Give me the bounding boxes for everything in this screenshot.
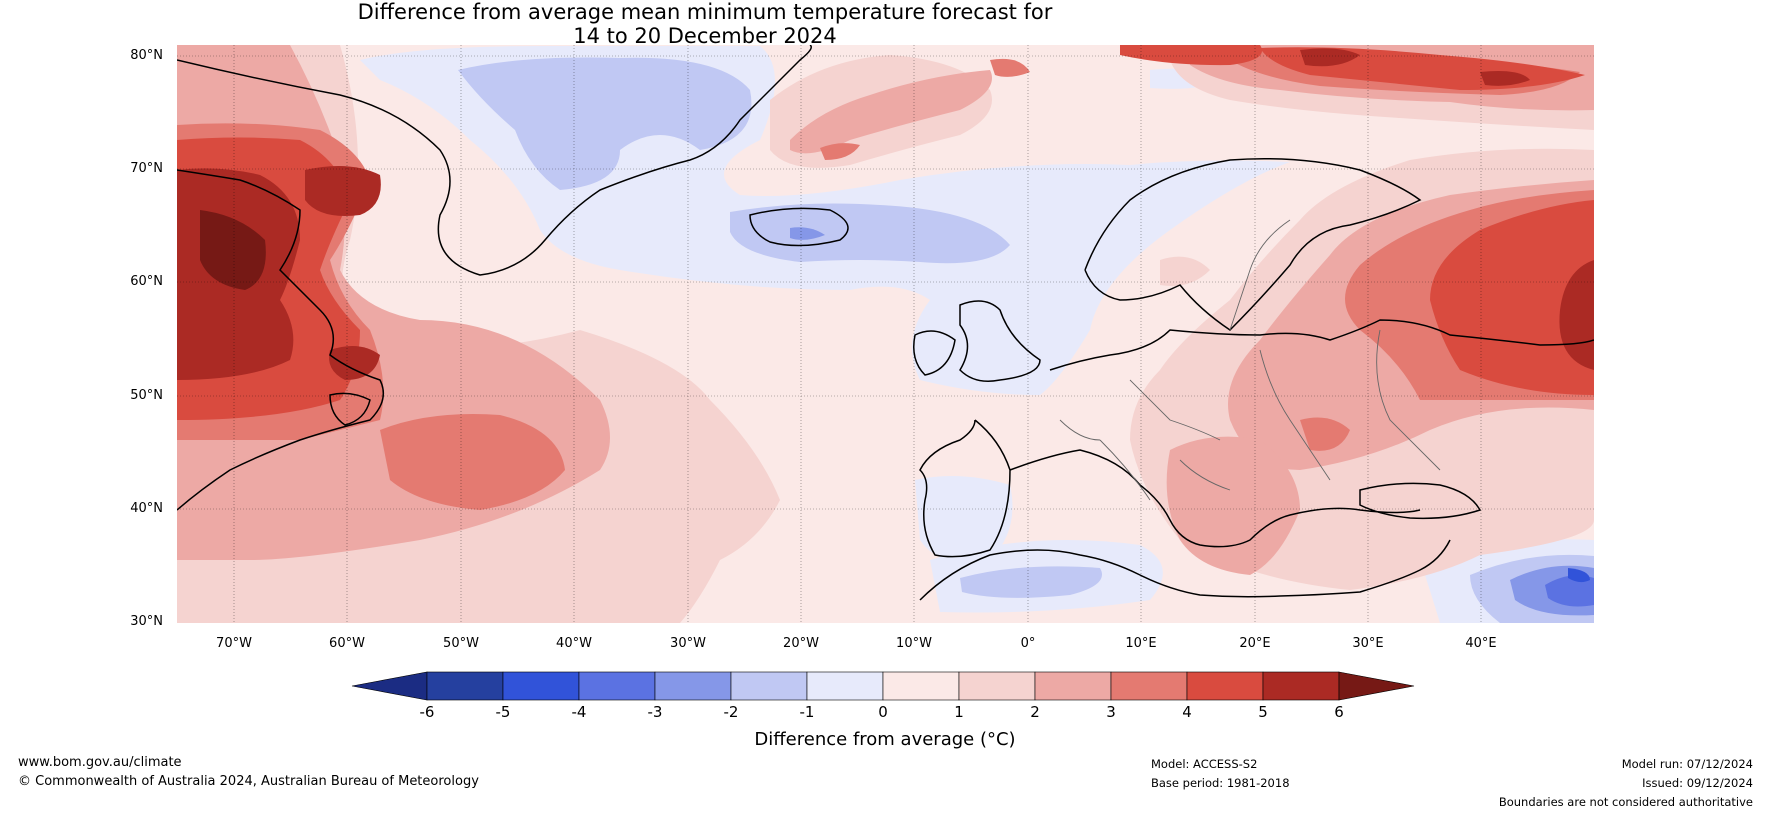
warm-anomaly-balkans [1166, 436, 1300, 575]
coldest-anomaly-middle-east [1545, 575, 1594, 607]
very-hot-anomaly-davis [305, 166, 381, 216]
colorbar [351, 671, 1415, 701]
lon-label: 30°W [670, 636, 706, 651]
colorbar-tick-label: 2 [1030, 703, 1040, 721]
hot-anomaly-russia [1430, 200, 1594, 395]
colorbar-tick-label: 1 [954, 703, 964, 721]
footer-model: Model: ACCESS-S2 [1151, 757, 1258, 771]
footer-disclaimer: Boundaries are not considered authoritat… [1498, 795, 1753, 809]
coastline-ireland [913, 330, 956, 376]
cold-anomaly-iceland [730, 203, 1010, 264]
title-line-1: Difference from average mean minimum tem… [357, 0, 1053, 24]
coastlines [177, 45, 1594, 601]
colorbar-tick-label: 0 [878, 703, 888, 721]
warm-anomaly-carpathians [1300, 417, 1350, 451]
warm-anomaly-jan-mayen [790, 70, 992, 154]
warm-anomaly-mid-atlantic [380, 414, 565, 510]
colorbar-segment [502, 671, 580, 701]
cold-anomaly-north-africa [960, 566, 1102, 598]
map-title: Difference from average mean minimum tem… [0, 0, 1410, 48]
lat-label: 30°N [130, 614, 163, 629]
coastline-black-sea [1359, 482, 1482, 520]
colorbar-tick-label: -6 [419, 703, 435, 721]
lon-label: 10°W [896, 636, 932, 651]
colorbar-label: Difference from average (°C) [754, 729, 1016, 750]
lat-label: 70°N [130, 161, 163, 176]
cold-anomaly-greenland-sea [458, 57, 752, 190]
very-hot-anomaly-barents [1300, 48, 1360, 67]
lat-label: 80°N [130, 48, 163, 63]
colorbar-segment [578, 671, 656, 701]
lon-label: 30°E [1352, 636, 1384, 651]
coastline-europe [1049, 319, 1594, 371]
colorbar-segment [806, 671, 884, 701]
lon-label: 40°E [1465, 636, 1497, 651]
colorbar-tick-label: -3 [647, 703, 663, 721]
lat-label: 40°N [130, 501, 163, 516]
footer-url: www.bom.gov.au/climate [18, 755, 182, 770]
coastline-africa [919, 539, 1451, 601]
coastline-baffin [177, 169, 385, 511]
lon-label: 10°E [1125, 636, 1157, 651]
colorbar-segment [1186, 671, 1264, 701]
coastline-iberia [919, 419, 1011, 558]
title-line-2: 14 to 20 December 2024 [573, 24, 837, 48]
colorbar-segment [958, 671, 1036, 701]
colorbar-tick-label: 4 [1182, 703, 1192, 721]
colorbar-extend-over [1338, 671, 1415, 701]
forecast-map [177, 45, 1594, 623]
lat-label: 60°N [130, 274, 163, 289]
warm-anomaly-scandinavia [1160, 256, 1210, 286]
country-borders [1059, 219, 1441, 501]
cool-anomaly-iberia [915, 476, 1013, 563]
colorbar-tick-label: -4 [571, 703, 587, 721]
colorbar-segment [426, 671, 504, 701]
colorbar-segment [882, 671, 960, 701]
colorbar-segment [654, 671, 732, 701]
footer-model-run: Model run: 07/12/2024 [1621, 757, 1753, 771]
warm-anomaly-greenland-spot [820, 143, 860, 160]
coastline-scandinavia [1084, 158, 1422, 331]
colorbar-segment [1110, 671, 1188, 701]
colorbar-segment [1034, 671, 1112, 701]
lat-label: 50°N [130, 388, 163, 403]
coastline-greenland [177, 45, 812, 276]
lon-label: 0° [1020, 636, 1036, 651]
graticule [177, 45, 1594, 623]
coastline-newfoundland [329, 392, 371, 426]
lon-label: 20°E [1239, 636, 1271, 651]
colorbar-extend-under [351, 671, 428, 701]
colder-anomaly-iceland [790, 227, 825, 240]
very-hot-anomaly-barents-2 [1480, 71, 1530, 86]
extreme-hot-anomaly-baffin [200, 210, 266, 290]
colorbar-tick-label: 3 [1106, 703, 1116, 721]
colorbar-tick-label: -2 [723, 703, 739, 721]
colorbar-tick-label: 6 [1334, 703, 1344, 721]
hot-anomaly-svalbard-n [1120, 45, 1262, 66]
coastline-britain [959, 300, 1041, 382]
colorbar-tick-label: 5 [1258, 703, 1268, 721]
warm-anomaly-greenland-spot-2 [990, 58, 1030, 77]
lon-label: 70°W [216, 636, 252, 651]
colorbar-tick-label: -5 [495, 703, 511, 721]
lon-label: 40°W [556, 636, 592, 651]
lon-label: 20°W [783, 636, 819, 651]
footer-base-period: Base period: 1981-2018 [1151, 776, 1290, 790]
very-hot-anomaly-labrador [329, 346, 380, 380]
footer-issued: Issued: 09/12/2024 [1642, 776, 1753, 790]
lon-label: 50°W [443, 636, 479, 651]
footer-copyright: © Commonwealth of Australia 2024, Austra… [18, 774, 479, 789]
colorbar-tick-label: -1 [799, 703, 815, 721]
coastline-mediterranean-north [1009, 449, 1421, 548]
colorbar-segment [730, 671, 808, 701]
colorbar-segment [1262, 671, 1340, 701]
coldest-core-middle-east [1568, 568, 1590, 583]
lon-label: 60°W [329, 636, 365, 651]
coastline-iceland [749, 207, 849, 247]
